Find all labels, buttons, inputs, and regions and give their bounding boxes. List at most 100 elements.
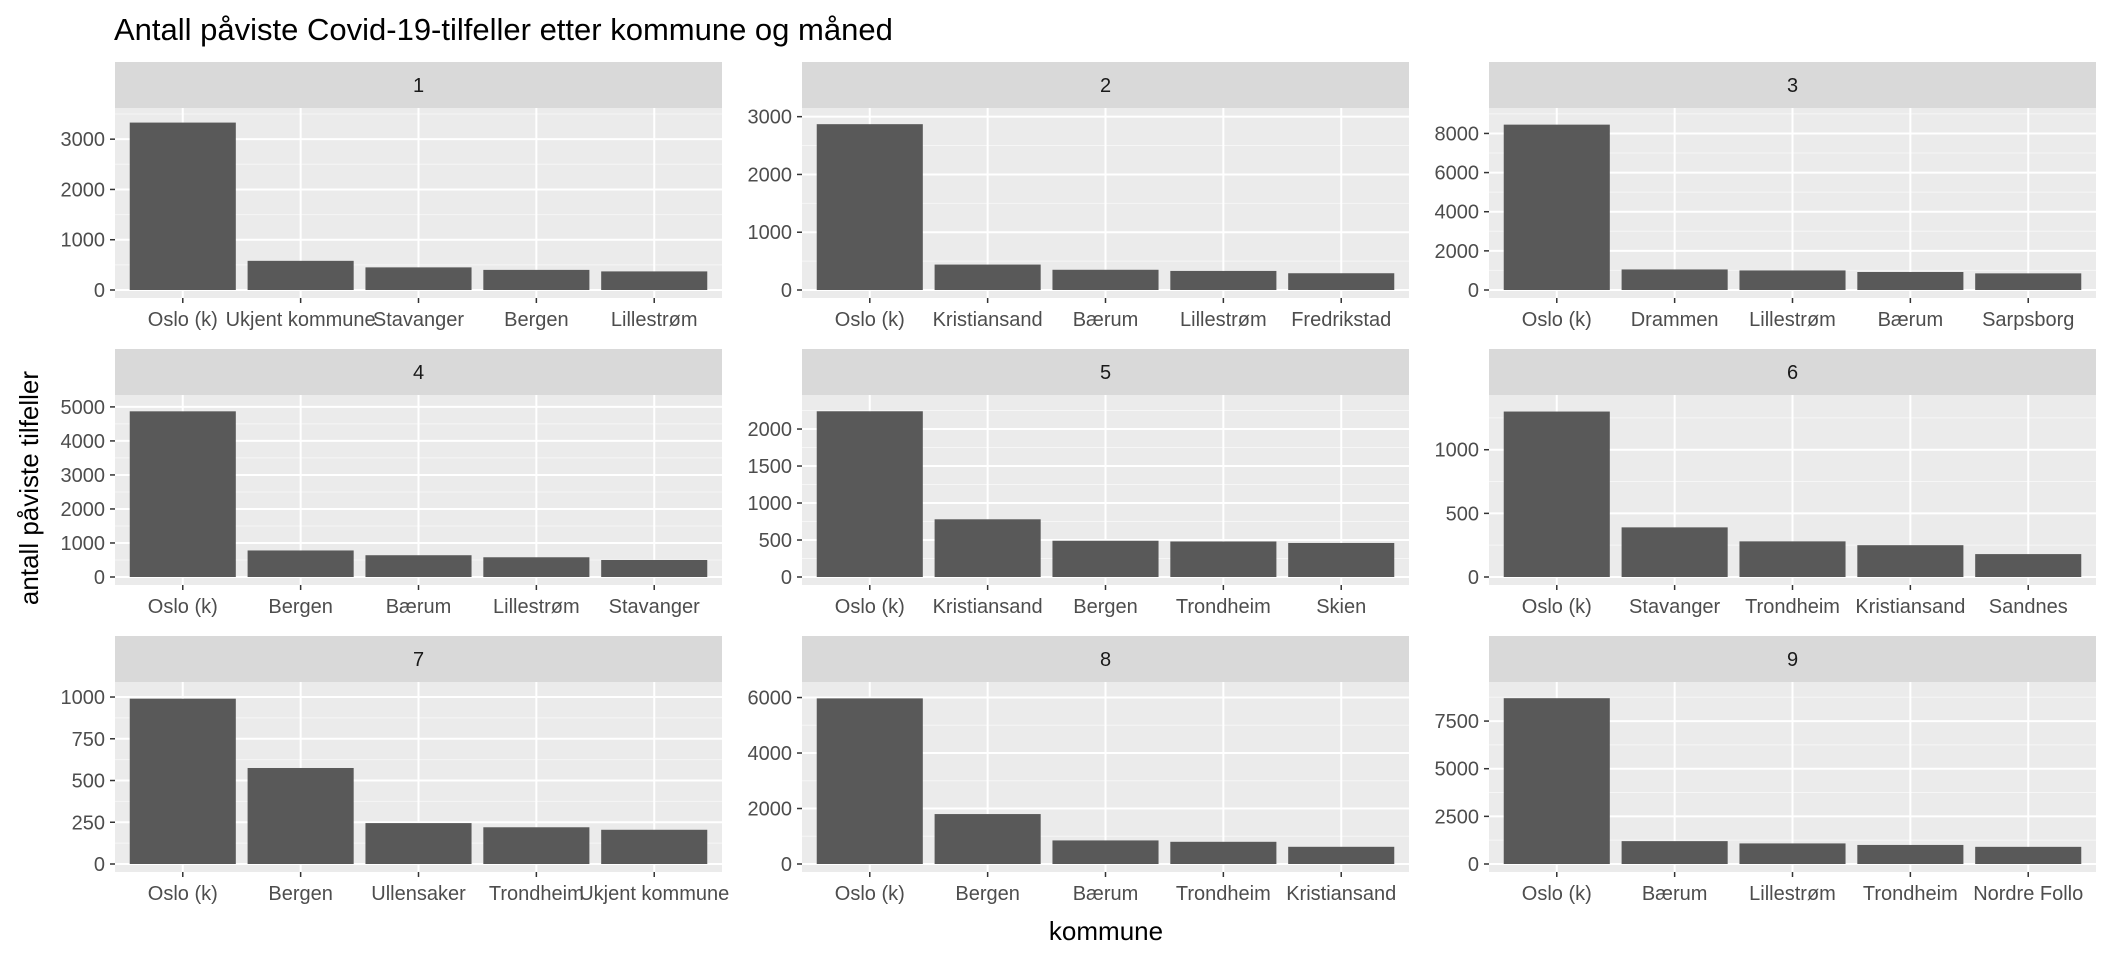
x-tick-label: Oslo (k) [148, 309, 218, 331]
bar-2-3 [1052, 269, 1159, 290]
bar-2-2 [934, 264, 1041, 290]
bar-2-5 [1288, 273, 1395, 290]
y-tick-label: 250 [72, 812, 105, 834]
bar-3-1 [1503, 124, 1610, 291]
bar-3-3 [1739, 270, 1846, 290]
bar-4-4 [483, 557, 590, 577]
x-tick-label: Sandnes [1989, 596, 2068, 618]
bar-5-2 [934, 519, 1041, 577]
bar-6-2 [1621, 527, 1728, 577]
x-tick-label: Trondheim [1176, 883, 1271, 905]
x-tick-label: Sarpsborg [1982, 309, 2074, 331]
bar-8-3 [1052, 840, 1159, 864]
y-tick-label: 3000 [61, 465, 106, 487]
y-tick-label: 5000 [1435, 759, 1480, 781]
y-tick-label: 0 [781, 567, 792, 589]
bar-3-4 [1857, 271, 1964, 290]
y-tick-label: 1000 [1435, 440, 1480, 462]
x-tick-label: Kristiansand [1855, 596, 1965, 618]
bar-2-1 [816, 124, 923, 290]
y-tick-label: 6000 [1435, 163, 1480, 185]
y-tick-label: 0 [781, 854, 792, 876]
bar-3-5 [1975, 273, 2082, 290]
y-tick-label: 2000 [748, 419, 793, 441]
x-tick-label: Bergen [504, 309, 569, 331]
bar-5-3 [1052, 540, 1159, 577]
facet-strip-label: 7 [413, 649, 424, 671]
bar-8-4 [1170, 841, 1277, 864]
facet-strip-label: 9 [1787, 649, 1798, 671]
y-tick-label: 8000 [1435, 123, 1480, 145]
bar-6-1 [1503, 411, 1610, 577]
x-tick-label: Bærum [1878, 309, 1944, 331]
x-tick-label: Oslo (k) [835, 309, 905, 331]
y-tick-label: 0 [1468, 854, 1479, 876]
y-tick-label: 4000 [1435, 202, 1480, 224]
facet-strip-background [802, 62, 1409, 108]
y-tick-label: 0 [781, 280, 792, 302]
facet-panel-9: 9 0 2500 5000 7500 Oslo (k) Bærum Lillestrøm Tro… [1435, 636, 2096, 905]
facet-strip-background [115, 62, 722, 108]
bar-4-3 [365, 555, 472, 577]
facet-strip-label: 3 [1787, 75, 1798, 97]
facet-panel-6: 6 0 500 1000 Oslo (k) Stavanger Trondheim Krist… [1435, 349, 2096, 618]
y-tick-label: 1000 [61, 533, 106, 555]
y-tick-label: 0 [1468, 280, 1479, 302]
y-axis-title: antall påviste tilfeller [14, 371, 44, 605]
chart-title: Antall påviste Covid-19-tilfeller etter … [114, 12, 893, 47]
x-tick-label: Trondheim [1745, 596, 1840, 618]
x-tick-label: Oslo (k) [835, 596, 905, 618]
bar-2-4 [1170, 270, 1277, 290]
bar-1-4 [483, 269, 590, 290]
facet-strip-label: 1 [413, 75, 424, 97]
x-tick-label: Kristiansand [933, 309, 1043, 331]
x-tick-label: Trondheim [1863, 883, 1958, 905]
x-tick-label: Stavanger [1629, 596, 1721, 618]
x-tick-label: Lillestrøm [493, 596, 580, 618]
facet-panel-7: 7 0 250 500 750 1000 Oslo (k) Bergen Ullensaker T… [61, 636, 729, 905]
x-tick-label: Drammen [1631, 309, 1719, 331]
facet-strip-label: 8 [1100, 649, 1111, 671]
x-tick-label: Stavanger [373, 309, 465, 331]
bar-9-5 [1975, 846, 2082, 864]
x-tick-label: Bærum [386, 596, 452, 618]
facet-panel-5: 5 0 500 1000 1500 2000 Oslo (k) Kristiansand Ber… [748, 349, 1409, 618]
bar-6-5 [1975, 554, 2082, 577]
x-tick-label: Ullensaker [371, 883, 466, 905]
facet-panel-3: 3 0 2000 4000 6000 8000 Oslo (k) Drammen Lillest… [1435, 62, 2096, 331]
y-tick-label: 1000 [748, 222, 793, 244]
bar-1-5 [601, 271, 708, 290]
x-tick-label: Ukjent kommune [226, 309, 376, 331]
facet-strip-label: 5 [1100, 362, 1111, 384]
x-tick-label: Nordre Follo [1973, 883, 2083, 905]
y-tick-label: 1500 [748, 456, 793, 478]
x-tick-label: Oslo (k) [1522, 883, 1592, 905]
x-tick-label: Lillestrøm [611, 309, 698, 331]
facet-panel-8: 8 0 2000 4000 6000 Oslo (k) Bergen Bærum Trondhe… [748, 636, 1409, 905]
y-tick-label: 500 [72, 771, 105, 793]
bar-9-3 [1739, 843, 1846, 864]
bar-4-5 [601, 559, 708, 577]
facet-strip-label: 2 [1100, 75, 1111, 97]
y-tick-label: 0 [94, 567, 105, 589]
x-tick-label: Bærum [1073, 883, 1139, 905]
bar-7-2 [247, 767, 354, 864]
y-tick-label: 0 [94, 854, 105, 876]
x-tick-label: Oslo (k) [835, 883, 905, 905]
y-tick-label: 1000 [61, 230, 106, 252]
x-tick-label: Skien [1316, 596, 1366, 618]
x-tick-label: Bergen [268, 883, 333, 905]
facet-strip-background [1489, 636, 2096, 682]
x-tick-label: Bergen [268, 596, 333, 618]
bar-5-5 [1288, 542, 1395, 577]
y-tick-label: 2000 [748, 799, 793, 821]
y-tick-label: 4000 [61, 431, 106, 453]
x-tick-label: Lillestrøm [1749, 883, 1836, 905]
bar-9-4 [1857, 844, 1964, 864]
facet-strip-background [115, 349, 722, 395]
x-tick-label: Trondheim [1176, 596, 1271, 618]
y-tick-label: 3000 [61, 129, 106, 151]
x-tick-label: Fredrikstad [1291, 309, 1391, 331]
